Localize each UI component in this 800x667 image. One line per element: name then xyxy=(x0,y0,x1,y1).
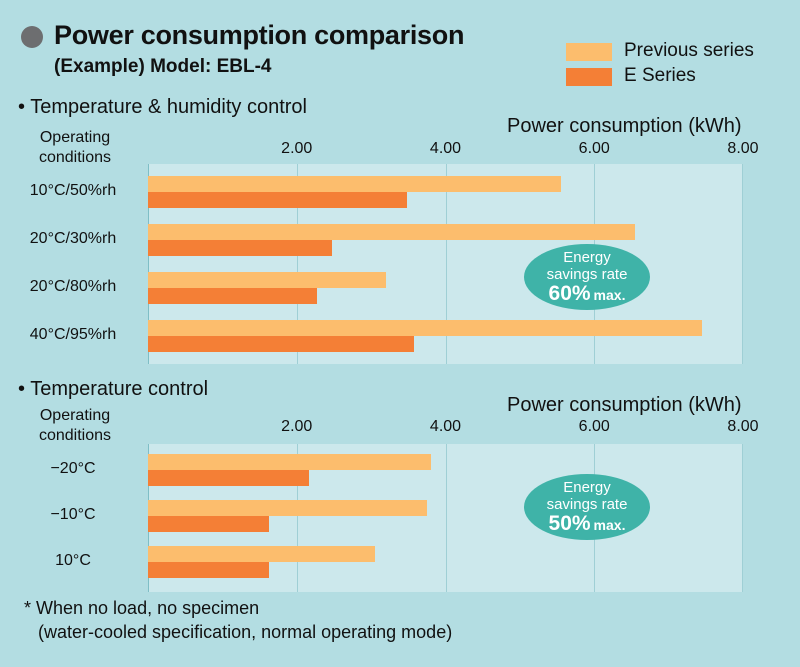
title-bullet-icon xyxy=(21,26,43,48)
chart1-bar-previous xyxy=(148,224,636,240)
chart2-bar-previous xyxy=(148,500,427,516)
chart2-tick-label: 8.00 xyxy=(727,418,759,435)
chart2-plot-area xyxy=(148,444,743,592)
chart2-category-header: Operating conditions xyxy=(20,406,130,446)
chart1-badge-percent: 60% xyxy=(548,282,591,305)
chart1-bar-e-series xyxy=(148,192,407,208)
footnote-line2: (water-cooled specification, normal oper… xyxy=(38,622,453,642)
chart1-category-header: Operating conditions xyxy=(20,128,130,168)
page-subtitle: (Example) Model: EBL-4 xyxy=(54,56,272,77)
footnote-line1: * When no load, no specimen xyxy=(24,598,260,618)
chart2-category-label: −10°C xyxy=(50,506,96,523)
legend-swatch-e-series xyxy=(566,68,612,86)
legend-label-e-series: E Series xyxy=(624,65,696,86)
chart2-tick-label: 4.00 xyxy=(429,418,462,435)
chart2-tick-label: 6.00 xyxy=(578,418,610,435)
legend-label-previous: Previous series xyxy=(624,40,754,61)
chart1-category-label: 20°C/30%rh xyxy=(29,230,117,247)
chart1-bar-e-series xyxy=(148,336,415,352)
chart2-category-header-line1: Operating xyxy=(39,407,111,424)
chart2-bar-previous xyxy=(148,454,431,470)
chart1-bar-previous xyxy=(148,320,703,336)
chart1-tick-label: 2.00 xyxy=(281,140,313,157)
chart1-title: • Temperature & humidity control xyxy=(18,96,307,118)
chart1-category-label: 20°C/80%rh xyxy=(29,278,117,295)
chart2-badge-percent: 50% xyxy=(548,512,591,535)
chart1-category-header-line2: conditions xyxy=(38,149,112,166)
legend-swatch-previous xyxy=(566,43,612,61)
chart1-bar-previous xyxy=(148,272,386,288)
chart1-category-header-line1: Operating xyxy=(39,129,111,146)
chart1-bar-e-series xyxy=(148,288,317,304)
chart1-axis-line xyxy=(148,164,149,364)
chart2-badge-line2: savings rate xyxy=(546,496,628,513)
chart2-savings-badge: Energy savings rate 50% max. xyxy=(524,474,650,540)
chart1-bar-e-series xyxy=(148,240,333,256)
chart1-tick-label: 6.00 xyxy=(578,140,610,157)
chart1-gridline xyxy=(742,164,743,364)
chart1-category-label: 10°C/50%rh xyxy=(29,182,117,199)
chart1-badge-line1: Energy xyxy=(563,249,611,266)
chart1-badge-suffix: max. xyxy=(593,287,626,303)
chart1-plot-area xyxy=(148,164,743,364)
chart2-gridline xyxy=(445,444,447,592)
chart1-bar-previous xyxy=(148,176,561,192)
chart2-bar-e-series xyxy=(148,516,270,532)
chart2-bar-e-series xyxy=(148,562,270,578)
chart2-gridline xyxy=(296,444,298,592)
chart2-category-label: −20°C xyxy=(50,460,96,477)
chart2-category-header-line2: conditions xyxy=(38,427,112,444)
chart1-tick-label: 4.00 xyxy=(429,140,462,157)
chart1-x-axis-label: Power consumption (kWh) xyxy=(507,115,742,137)
chart1-category-label: 40°C/95%rh xyxy=(29,326,117,343)
chart1-savings-badge: Energy savings rate 60% max. xyxy=(524,244,650,310)
chart1-gridline xyxy=(296,164,298,364)
chart2-title: • Temperature control xyxy=(18,378,209,400)
chart2-tick-label: 2.00 xyxy=(281,418,313,435)
chart1-badge-line2: savings rate xyxy=(546,266,628,283)
chart2-badge-line1: Energy xyxy=(563,479,611,496)
chart2-bar-e-series xyxy=(148,470,310,486)
chart2-gridline xyxy=(742,444,743,592)
chart2-category-label: 10°C xyxy=(55,552,91,569)
chart2-bar-previous xyxy=(148,546,375,562)
chart2-x-axis-label: Power consumption (kWh) xyxy=(507,394,742,416)
chart2-badge-suffix: max. xyxy=(593,517,626,533)
chart1-gridline xyxy=(445,164,447,364)
chart1-tick-label: 8.00 xyxy=(727,140,759,157)
page-title: Power consumption comparison xyxy=(54,20,465,50)
